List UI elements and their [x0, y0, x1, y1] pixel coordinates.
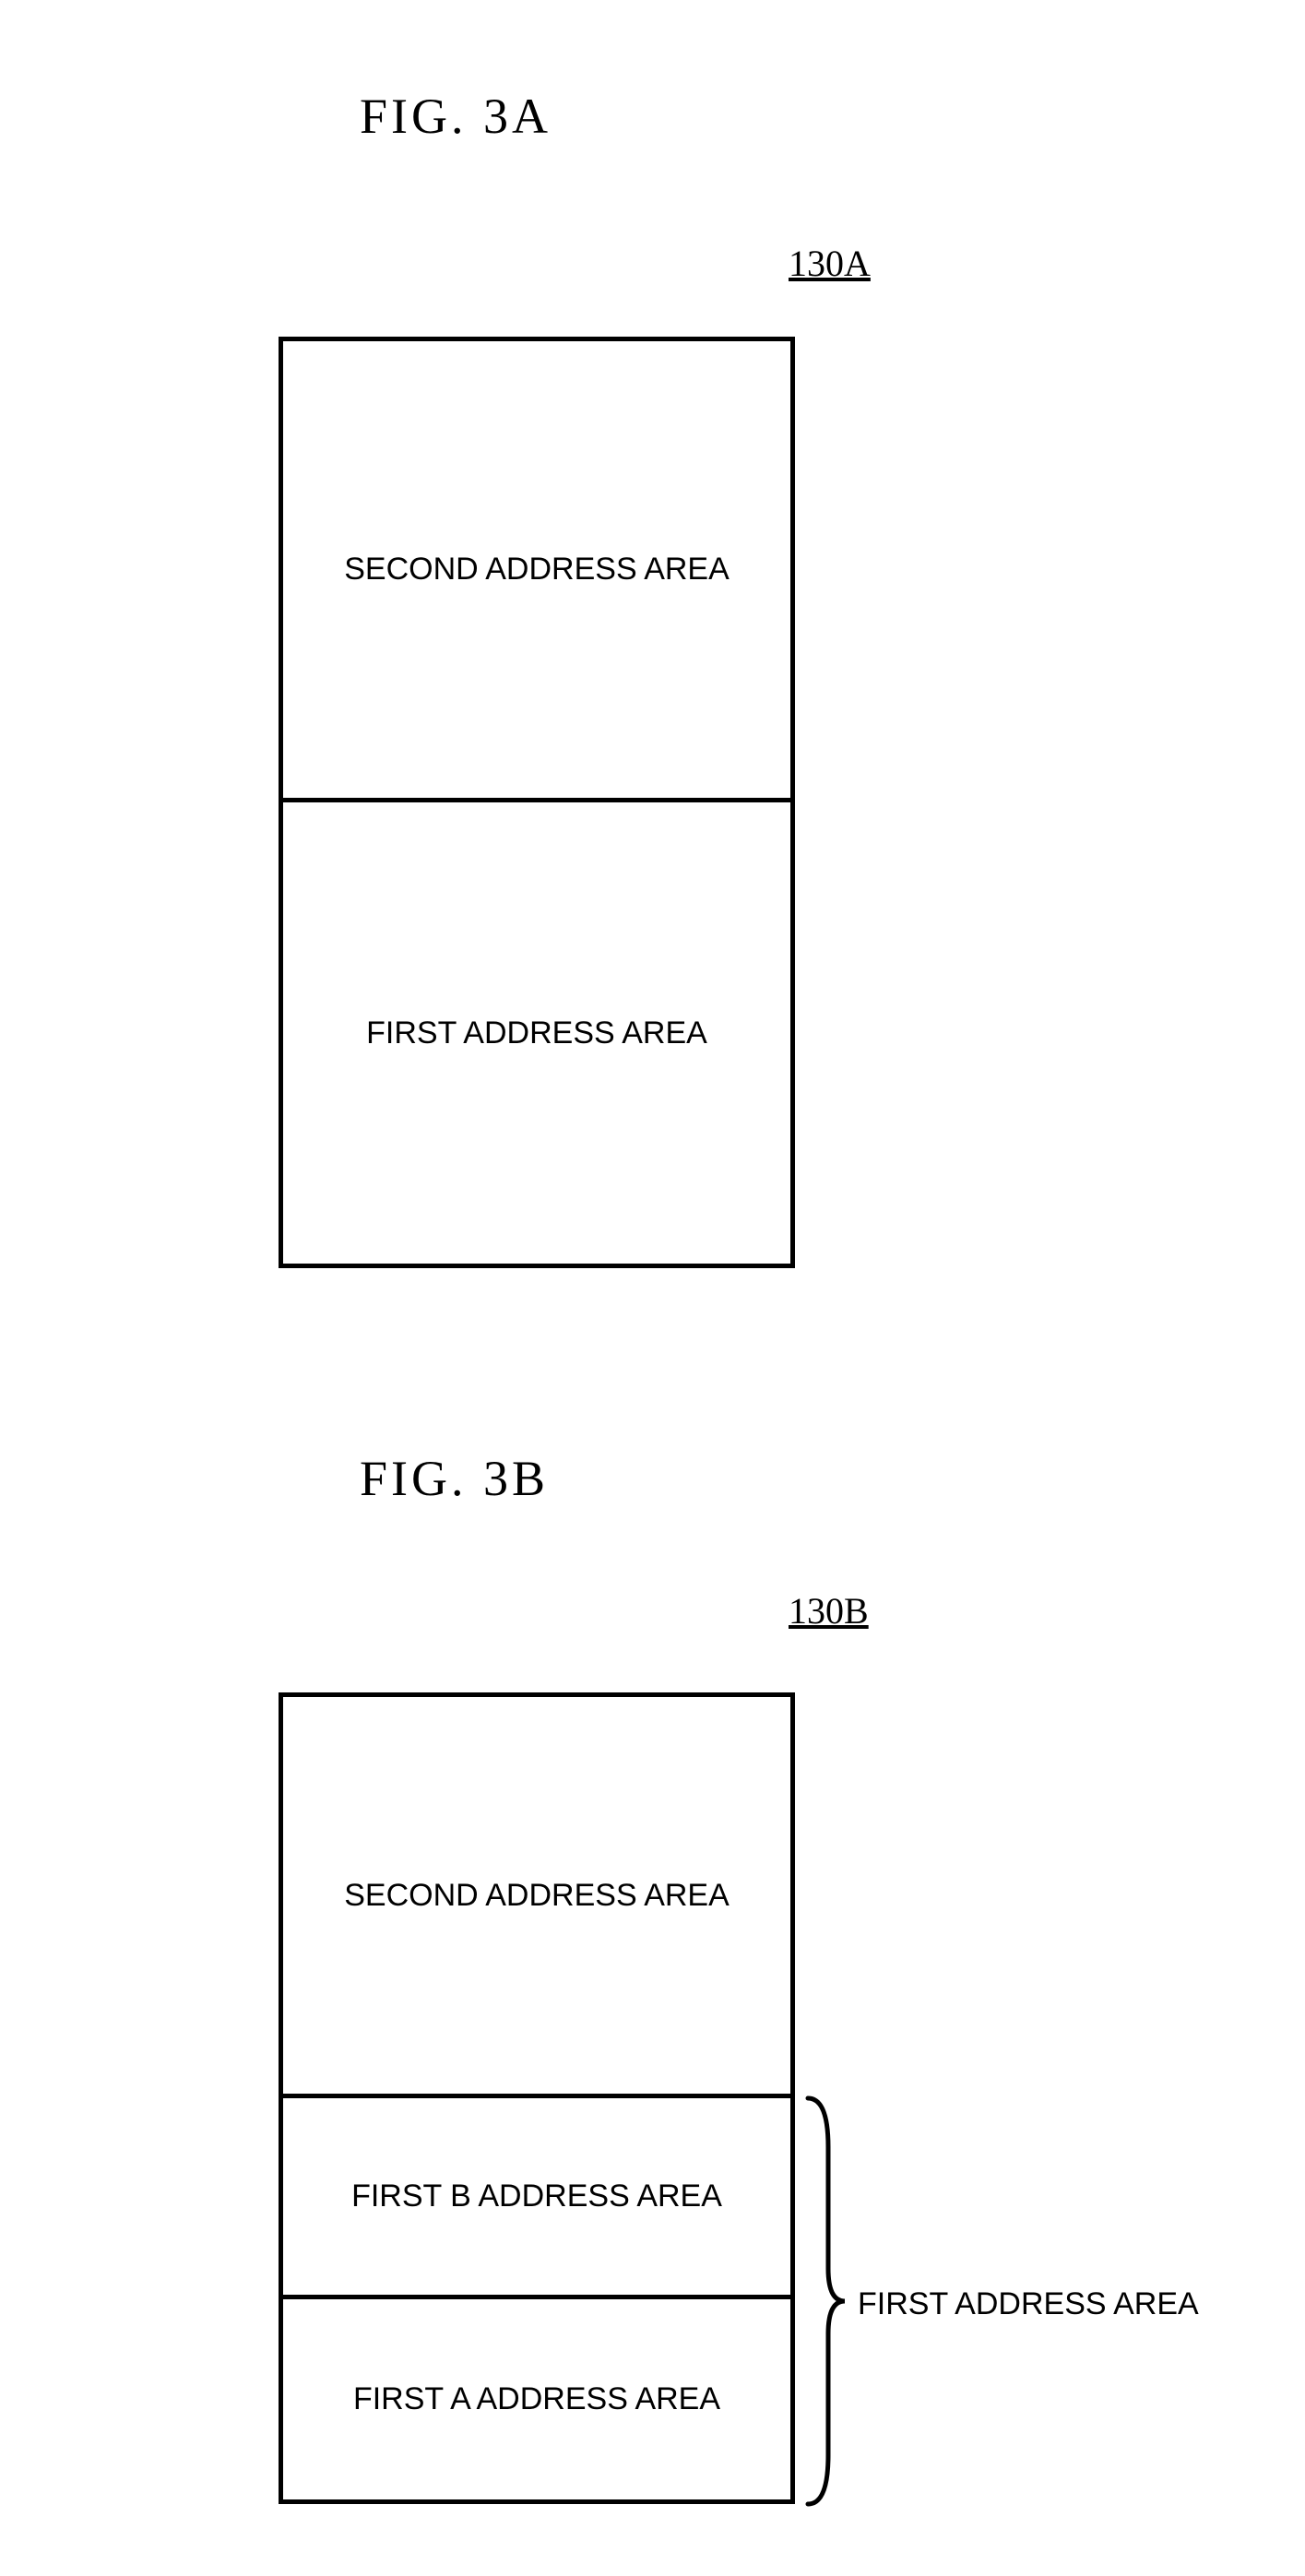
fig-3b-brace-label: FIRST ADDRESS AREA	[858, 2286, 1199, 2322]
diagram-row: FIRST B ADDRESS AREA	[283, 2098, 790, 2299]
fig-3b-refnum: 130B	[789, 1589, 869, 1632]
diagram-row: FIRST A ADDRESS AREA	[283, 2299, 790, 2500]
diagram-row-label: FIRST ADDRESS AREA	[366, 1015, 707, 1051]
fig-3b-title: FIG. 3B	[360, 1450, 549, 1507]
fig-3a-box: SECOND ADDRESS AREA FIRST ADDRESS AREA	[279, 337, 795, 1268]
diagram-row: FIRST ADDRESS AREA	[283, 802, 790, 1264]
diagram-row-label: FIRST A ADDRESS AREA	[353, 2381, 720, 2417]
diagram-row-label: FIRST B ADDRESS AREA	[351, 2178, 722, 2214]
fig-3a-title: FIG. 3A	[360, 88, 552, 145]
fig-3b-box: SECOND ADDRESS AREA FIRST B ADDRESS AREA F…	[279, 1692, 795, 2504]
fig-3a-refnum: 130A	[789, 242, 871, 285]
diagram-row: SECOND ADDRESS AREA	[283, 341, 790, 802]
diagram-row-label: SECOND ADDRESS AREA	[344, 552, 730, 588]
fig-3b-brace	[806, 2094, 861, 2509]
diagram-row-label: SECOND ADDRESS AREA	[344, 1878, 730, 1914]
diagram-row: SECOND ADDRESS AREA	[283, 1697, 790, 2098]
